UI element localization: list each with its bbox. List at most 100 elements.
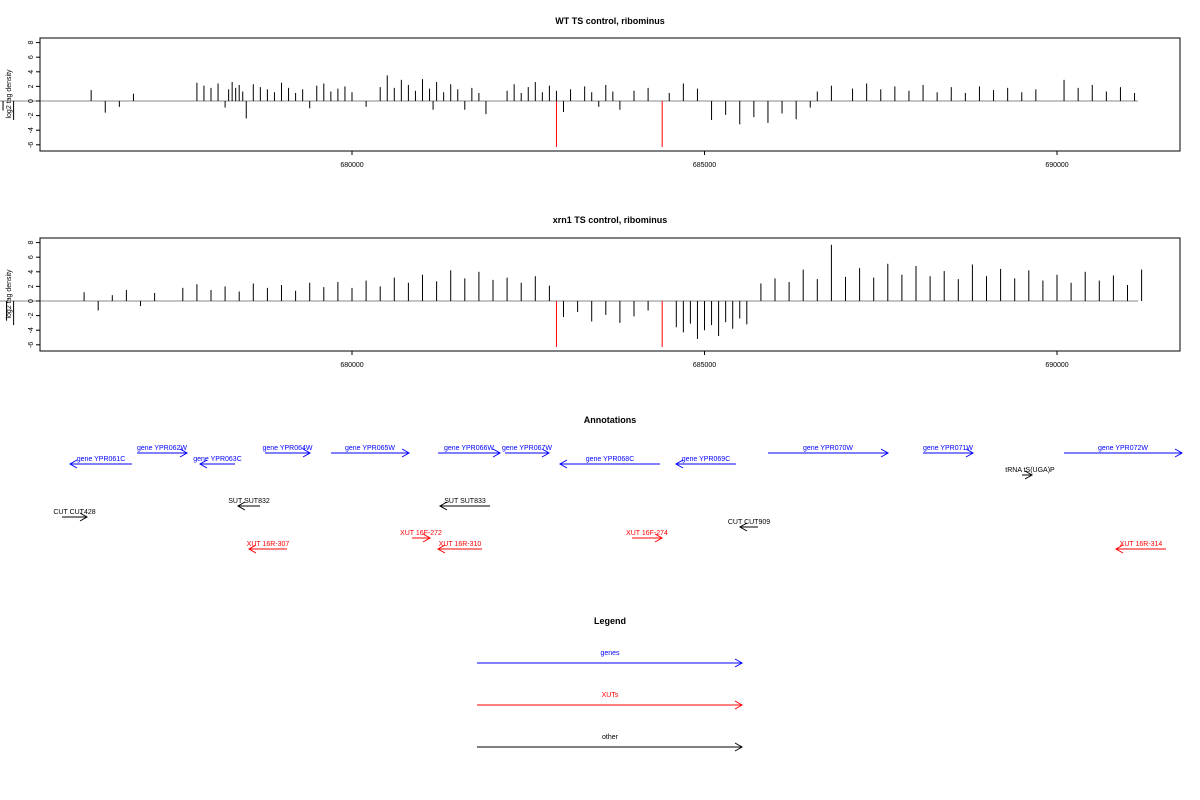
annotation-feature: gene YPR069C (674, 456, 736, 469)
annotation-label: gene YPR061C (77, 456, 126, 463)
wt-panel-axes: -6 -4 -2 0 2 4 6 8 680000 685000 690000 (28, 41, 1069, 169)
annotation-feature: XUT 16R-314 (1114, 541, 1166, 554)
annotation-label: CUT CUT909 (728, 519, 770, 526)
xrn1-panel-title: xrn1 TS control, ribominus (553, 215, 668, 225)
xrn1-panel-ylabel: log2 tag density (6, 269, 13, 319)
annotation-label: XUT 16R-314 (1120, 541, 1163, 548)
annotation-arrowhead (880, 448, 890, 458)
annotation-label: XUT 16F-272 (400, 530, 442, 537)
legend-panel: Legend genes XUTs other (477, 616, 744, 752)
annotation-label: gene YPR072W (1098, 445, 1148, 452)
annotation-arrowhead (422, 533, 432, 543)
xrn1-panel: xrn1 TS control, ribominus log2 tag dens… (0, 215, 1181, 369)
xrn1-y-tick-label: -4 (28, 327, 35, 333)
annotation-arrowhead (1024, 470, 1034, 480)
annotation-arrowhead (247, 544, 257, 554)
xrn1-y-tick-label: 2 (28, 284, 35, 288)
legend-items: genes XUTs other (477, 650, 744, 752)
annotation-label: SUT SUT833 (444, 498, 486, 505)
annotation-feature: XUT 16F-274 (626, 530, 668, 543)
annotation-arrowhead (198, 459, 208, 469)
annotation-label: gene YPR062W (137, 445, 187, 452)
annotation-arrowhead (438, 501, 448, 511)
annotation-label: gene YPR070W (803, 445, 853, 452)
annotations-title: Annotations (584, 415, 637, 425)
annotation-feature: gene YPR061C (68, 456, 132, 469)
annotation-feature: gene YPR065W (331, 445, 411, 458)
xrn1-y-tick-label: -2 (28, 312, 35, 318)
wt-y-tick-label: -4 (28, 127, 35, 133)
legend-label: XUTs (602, 692, 619, 699)
wt-panel-marks (0, 75, 1139, 147)
annotation-feature: SUT SUT833 (438, 498, 490, 511)
annotation-label: tRNA tS(UGA)P (1005, 467, 1055, 474)
annotation-arrowhead (654, 533, 664, 543)
annotation-feature: gene YPR062W (137, 445, 189, 458)
annotation-feature: tRNA tS(UGA)P (1005, 467, 1055, 480)
annotation-arrowhead (558, 459, 568, 469)
wt-y-tick-label: -6 (28, 142, 35, 148)
wt-y-tick-label: 8 (28, 41, 35, 45)
xrn1-panel-axes: -6 -4 -2 0 2 4 6 8 680000 685000 690000 (28, 241, 1069, 369)
legend-label: genes (600, 650, 620, 657)
annotation-label: gene YPR063C (193, 456, 242, 463)
annotation-feature: gene YPR066W (438, 445, 502, 458)
annotation-arrowhead (738, 522, 748, 532)
xrn1-x-tick-label: 690000 (1045, 362, 1068, 369)
annotation-arrowhead (541, 448, 551, 458)
annotation-label: gene YPR067W (502, 445, 552, 452)
annotation-arrowhead (674, 459, 684, 469)
xrn1-panel-marks (0, 244, 1143, 347)
legend-arrowhead (734, 742, 744, 752)
annotation-features: gene YPR061C gene YPR062W gene YPR063C gene… (53, 445, 1184, 554)
annotation-label: XUT 16R-307 (247, 541, 290, 548)
annotation-feature: gene YPR064W (262, 445, 313, 458)
legend-label: other (602, 734, 619, 741)
wt-x-tick-label: 685000 (693, 162, 716, 169)
annotation-arrowhead (79, 512, 89, 522)
annotation-feature: gene YPR071W (923, 445, 975, 458)
annotation-feature: gene YPR068C (558, 456, 660, 469)
wt-x-tick-label: 690000 (1045, 162, 1068, 169)
annotation-arrowhead (179, 448, 189, 458)
annotation-feature: XUT 16R-310 (436, 541, 482, 554)
annotation-label: CUT CUT428 (53, 509, 95, 516)
annotation-label: gene YPR071W (923, 445, 973, 452)
wt-y-tick-label: -2 (28, 112, 35, 118)
annotation-feature: XUT 16F-272 (400, 530, 442, 543)
annotation-label: XUT 16R-310 (439, 541, 482, 548)
annotation-arrowhead (965, 448, 975, 458)
annotation-feature: SUT SUT832 (228, 498, 270, 511)
legend-item: genes (477, 650, 744, 668)
annotation-feature: gene YPR072W (1064, 445, 1184, 458)
xrn1-y-tick-label: 4 (28, 270, 35, 274)
wt-x-tick-label: 680000 (340, 162, 363, 169)
annotation-arrowhead (401, 448, 411, 458)
annotation-label: gene YPR064W (262, 445, 312, 452)
annotation-label: gene YPR069C (682, 456, 731, 463)
wt-y-tick-label: 2 (28, 84, 35, 88)
annotation-label: gene YPR068C (586, 456, 635, 463)
xrn1-y-tick-label: -6 (28, 342, 35, 348)
annotation-label: gene YPR065W (345, 445, 395, 452)
xrn1-y-tick-label: 0 (28, 299, 35, 303)
annotation-feature: XUT 16R-307 (247, 541, 290, 554)
legend-arrowhead (734, 700, 744, 710)
legend-arrowhead (734, 658, 744, 668)
annotation-arrowhead (1174, 448, 1184, 458)
wt-panel-title: WT TS control, ribominus (555, 16, 665, 26)
annotation-label: SUT SUT832 (228, 498, 270, 505)
annotation-label: XUT 16F-274 (626, 530, 668, 537)
xrn1-x-tick-label: 685000 (693, 362, 716, 369)
annotation-arrowhead (68, 459, 78, 469)
annotation-arrowhead (492, 448, 502, 458)
wt-panel-ylabel: log2 tag density (6, 69, 13, 119)
annotation-arrowhead (302, 448, 312, 458)
annotation-feature: gene YPR063C (193, 456, 242, 469)
legend-item: other (477, 734, 744, 752)
annotation-arrowhead (1114, 544, 1124, 554)
wt-y-tick-label: 4 (28, 70, 35, 74)
annotation-feature: gene YPR070W (768, 445, 890, 458)
